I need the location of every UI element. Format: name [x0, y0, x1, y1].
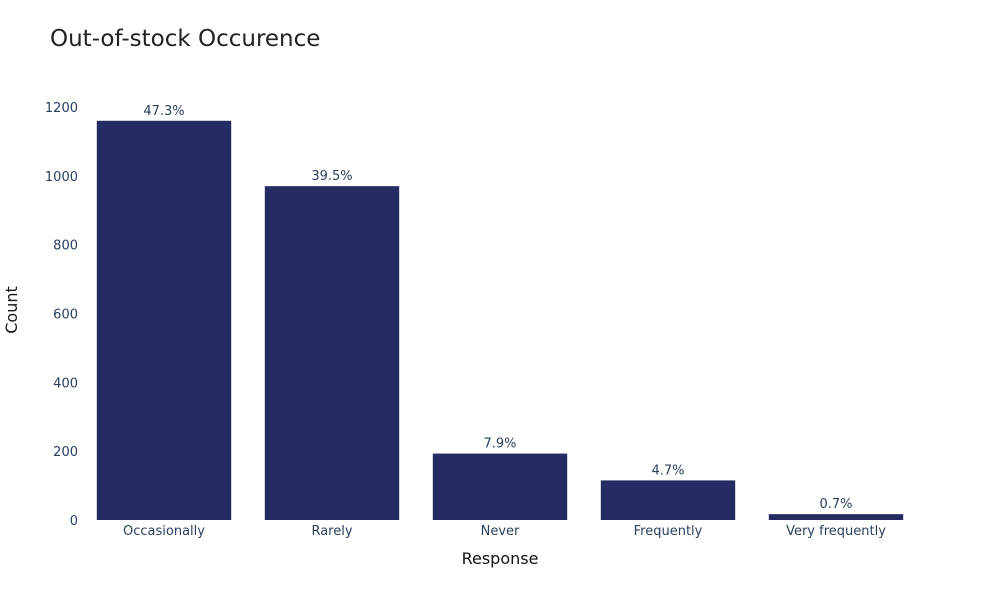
- x-axis-title: Response: [462, 549, 539, 568]
- bar: [96, 120, 232, 521]
- y-axis-ticks: 0 200 400 600 800 1000 1200: [45, 101, 78, 529]
- x-tick-label: Never: [481, 524, 520, 539]
- bar-data-label: 47.3%: [143, 104, 184, 119]
- bar: [768, 514, 904, 520]
- bar: [600, 480, 736, 520]
- chart-title: Out-of-stock Occurence: [50, 26, 321, 52]
- bar-data-label: 0.7%: [819, 497, 852, 512]
- bar: [432, 453, 568, 520]
- y-tick-label: 1200: [45, 101, 78, 116]
- y-tick-label: 0: [70, 514, 78, 529]
- y-tick-label: 400: [53, 376, 78, 391]
- y-axis-title: Count: [2, 286, 21, 334]
- y-tick-label: 1000: [45, 170, 78, 185]
- x-tick-label: Very frequently: [786, 524, 886, 539]
- y-tick-label: 800: [53, 239, 78, 254]
- x-tick-label: Occasionally: [123, 524, 205, 539]
- bar-data-label: 4.7%: [651, 463, 684, 478]
- x-axis-ticks: Occasionally Rarely Never Frequently Very fr…: [123, 524, 886, 539]
- bar-data-label: 7.9%: [483, 437, 516, 452]
- bar: [264, 186, 400, 521]
- y-tick-label: 200: [53, 445, 78, 460]
- x-tick-label: Frequently: [634, 524, 703, 539]
- y-tick-label: 600: [53, 308, 78, 323]
- x-tick-label: Rarely: [311, 524, 352, 539]
- bar-data-label: 39.5%: [311, 169, 352, 184]
- bars: 47.3% 39.5% 7.9% 4.7% 0.7%: [96, 104, 904, 521]
